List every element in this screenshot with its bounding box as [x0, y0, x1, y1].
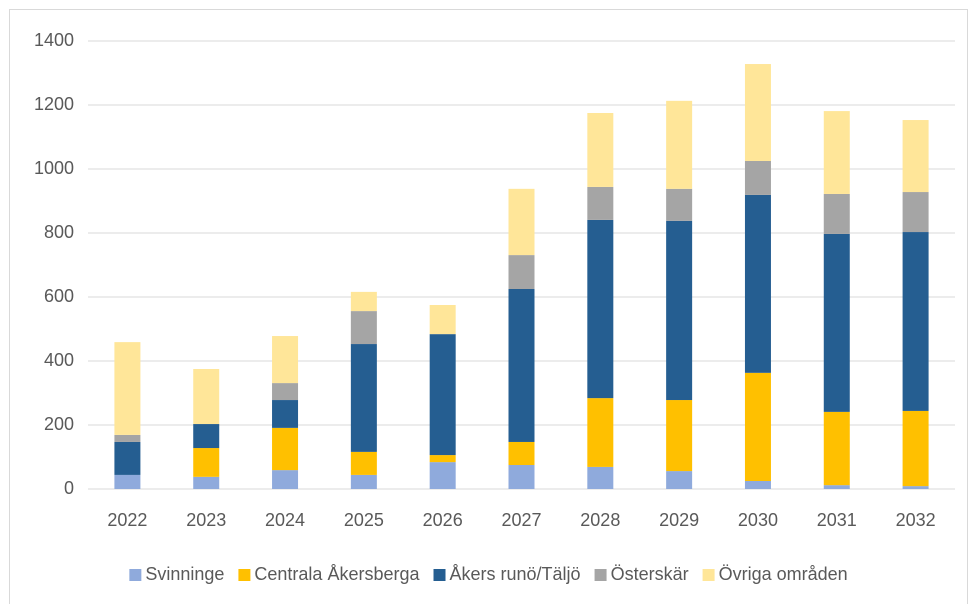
bar-segment — [429, 462, 456, 489]
x-tick-label: 2024 — [265, 510, 305, 530]
x-tick-label: 2027 — [501, 510, 541, 530]
bar-segment — [193, 476, 220, 489]
y-tick-label: 1200 — [34, 94, 74, 114]
legend-swatch — [238, 569, 251, 581]
bar-segment — [508, 289, 535, 442]
bar-segment — [114, 434, 141, 442]
legend-label: Österskär — [611, 564, 689, 584]
bar-segment — [902, 410, 929, 487]
bar-segment — [823, 411, 850, 486]
bar-segment — [429, 455, 456, 463]
bar-segment — [744, 161, 771, 195]
bar-segment — [114, 474, 141, 489]
bar-segment — [666, 400, 693, 472]
bar-segment — [350, 451, 377, 475]
bar-segment — [350, 344, 377, 452]
bar-segment — [823, 111, 850, 194]
bar-segment — [744, 194, 771, 373]
y-tick-label: 1400 — [34, 30, 74, 50]
x-tick-label: 2025 — [344, 510, 384, 530]
y-tick-label: 0 — [64, 478, 74, 498]
bar-segment — [193, 448, 220, 477]
bar-segment — [508, 188, 535, 256]
bar-segment — [744, 372, 771, 481]
bar-segment — [193, 424, 220, 449]
legend-label: Centrala Åkersberga — [254, 564, 420, 584]
bar-segment — [666, 471, 693, 489]
bar-segment — [350, 474, 377, 489]
bar-segment — [587, 398, 614, 467]
bar-segment — [902, 192, 929, 233]
x-tick-label: 2023 — [186, 510, 226, 530]
x-tick-label: 2029 — [659, 510, 699, 530]
bar-segment — [508, 255, 535, 289]
bar-segment — [114, 441, 141, 475]
bar-segment — [429, 305, 456, 335]
x-tick-label: 2022 — [107, 510, 147, 530]
bar-segment — [902, 120, 929, 193]
bar-segment — [902, 232, 929, 411]
bar-segment — [193, 369, 220, 425]
bar-segment — [744, 64, 771, 161]
legend-swatch — [594, 569, 607, 581]
x-tick-label: 2030 — [738, 510, 778, 530]
x-tick-label: 2026 — [423, 510, 463, 530]
chart-border — [9, 9, 968, 604]
legend-label: Åkers runö/Täljö — [450, 564, 581, 584]
bar-segment — [350, 291, 377, 312]
bar-segment — [823, 233, 850, 412]
legend-swatch — [702, 569, 715, 581]
bar-segment — [350, 311, 377, 345]
bar-segment — [429, 334, 456, 456]
bar-segment — [587, 186, 614, 220]
x-tick-label: 2028 — [580, 510, 620, 530]
y-tick-label: 200 — [44, 414, 74, 434]
legend-label: Övriga områden — [719, 564, 848, 584]
legend-swatch — [129, 569, 142, 581]
bar-segment — [272, 383, 299, 401]
legend-swatch — [433, 569, 446, 581]
x-tick-label: 2032 — [896, 510, 936, 530]
y-tick-label: 1000 — [34, 158, 74, 178]
bar-segment — [666, 188, 693, 221]
bar-segment — [823, 485, 850, 489]
bar-segment — [666, 100, 693, 189]
bar-segment — [587, 219, 614, 399]
y-tick-label: 400 — [44, 350, 74, 370]
bar-segment — [587, 466, 614, 489]
y-tick-label: 600 — [44, 286, 74, 306]
bar-segment — [587, 113, 614, 187]
legend-label: Svinninge — [145, 564, 224, 584]
x-tick-label: 2031 — [817, 510, 857, 530]
bar-segment — [272, 470, 299, 489]
bar-segment — [508, 441, 535, 465]
bar-segment — [272, 400, 299, 428]
bar-segment — [272, 336, 299, 384]
bar-segment — [666, 220, 693, 401]
bar-segment — [114, 342, 141, 435]
bar-segment — [744, 481, 771, 489]
y-tick-label: 800 — [44, 222, 74, 242]
bar-segment — [272, 427, 299, 471]
bar-segment — [823, 193, 850, 234]
bar-segment — [902, 486, 929, 489]
bar-segment — [508, 465, 535, 489]
